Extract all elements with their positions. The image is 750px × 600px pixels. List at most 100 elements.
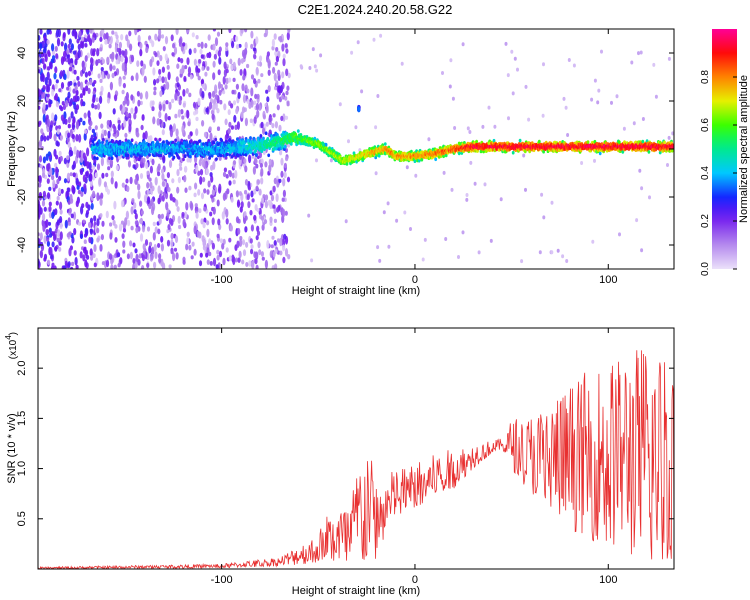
noise-cell xyxy=(134,213,138,220)
noise-cell xyxy=(96,192,100,202)
noise-cell xyxy=(201,82,206,90)
noise-cell xyxy=(201,120,205,127)
noise-cell xyxy=(308,66,312,70)
noise-cell xyxy=(160,213,164,219)
noise-cell xyxy=(216,31,221,37)
noise-cell xyxy=(671,131,674,136)
noise-cell xyxy=(572,63,576,68)
noise-cell xyxy=(176,82,180,88)
noise-cell xyxy=(245,262,249,267)
noise-cell xyxy=(465,197,469,202)
noise-cell xyxy=(256,93,260,100)
noise-cell xyxy=(275,55,279,63)
noise-cell xyxy=(493,124,497,129)
noise-cell xyxy=(242,74,246,81)
noise-cell xyxy=(250,190,254,198)
noise-cell xyxy=(513,56,517,61)
noise-cell xyxy=(54,162,58,168)
noise-cell xyxy=(55,101,60,108)
ridge-cell xyxy=(162,156,165,161)
noise-cell xyxy=(374,125,378,130)
noise-cell xyxy=(441,71,444,75)
noise-cell xyxy=(281,43,285,52)
noise-cell xyxy=(212,206,216,215)
noise-cell xyxy=(101,172,105,179)
noise-cell xyxy=(177,215,181,224)
noise-cell xyxy=(62,31,66,39)
ridge-cell xyxy=(457,151,461,156)
noise-cell xyxy=(275,193,279,202)
noise-cell xyxy=(56,37,61,47)
noise-cell xyxy=(238,43,242,48)
noise-cell xyxy=(51,43,55,52)
noise-cell xyxy=(230,196,234,203)
noise-cell xyxy=(259,163,263,168)
noise-cell xyxy=(160,236,164,243)
noise-cell xyxy=(550,250,554,255)
ridge-cell xyxy=(93,156,97,160)
noise-cell xyxy=(239,238,243,247)
noise-cell xyxy=(219,99,223,105)
noise-cell xyxy=(179,68,183,75)
noise-cell xyxy=(267,85,271,93)
noise-cell xyxy=(356,40,360,45)
ridge-cell xyxy=(598,151,602,156)
noise-cell xyxy=(39,164,43,169)
noise-cell xyxy=(85,85,89,92)
noise-cell xyxy=(84,259,88,268)
noise-cell xyxy=(88,236,92,244)
noise-cell xyxy=(267,60,271,69)
noise-cell xyxy=(68,231,72,236)
ridge-cell xyxy=(130,138,134,142)
noise-cell xyxy=(111,30,115,35)
noise-cell xyxy=(85,29,89,33)
noise-cell xyxy=(256,230,261,236)
noise-cell xyxy=(242,94,247,104)
noise-cell xyxy=(250,87,254,97)
noise-cell xyxy=(232,77,236,82)
noise-cell xyxy=(556,248,560,253)
noise-cell xyxy=(215,264,219,269)
noise-cell xyxy=(191,32,195,38)
noise-cell xyxy=(637,51,640,56)
noise-cell xyxy=(468,130,472,134)
noise-cell xyxy=(144,239,149,246)
noise-cell xyxy=(122,240,126,248)
ridge-cell xyxy=(444,153,448,158)
noise-cell xyxy=(73,250,77,256)
noise-cell xyxy=(104,39,108,45)
noise-cell xyxy=(59,155,63,162)
noise-cell xyxy=(272,185,276,193)
noise-cell xyxy=(260,73,264,78)
noise-cell xyxy=(126,253,130,260)
noise-cell xyxy=(58,150,62,156)
noise-cell xyxy=(88,161,92,171)
noise-cell xyxy=(258,55,263,62)
noise-cell xyxy=(46,229,50,236)
noise-cell xyxy=(228,121,232,128)
noise-cell xyxy=(310,258,314,263)
noise-cell xyxy=(507,116,510,121)
noise-cell xyxy=(46,84,51,93)
noise-cell xyxy=(178,99,182,106)
noise-cell xyxy=(38,69,41,74)
noise-cell xyxy=(232,61,236,70)
noise-cell xyxy=(175,128,179,137)
noise-cell xyxy=(72,185,76,195)
noise-cell xyxy=(212,257,217,267)
noise-cell xyxy=(200,192,205,200)
noise-cell xyxy=(138,29,142,32)
noise-cell xyxy=(111,215,115,221)
ridge-cell xyxy=(111,139,115,144)
ridge-cell xyxy=(170,153,174,157)
noise-cell xyxy=(191,241,195,247)
noise-cell xyxy=(59,201,63,210)
noise-cell xyxy=(48,78,52,87)
noise-cell xyxy=(89,120,93,127)
noise-cell xyxy=(201,91,205,99)
noise-cell xyxy=(610,100,613,105)
noise-cell xyxy=(224,134,228,142)
noise-cell xyxy=(232,160,237,166)
noise-cell xyxy=(49,61,53,70)
noise-cell xyxy=(235,107,239,115)
